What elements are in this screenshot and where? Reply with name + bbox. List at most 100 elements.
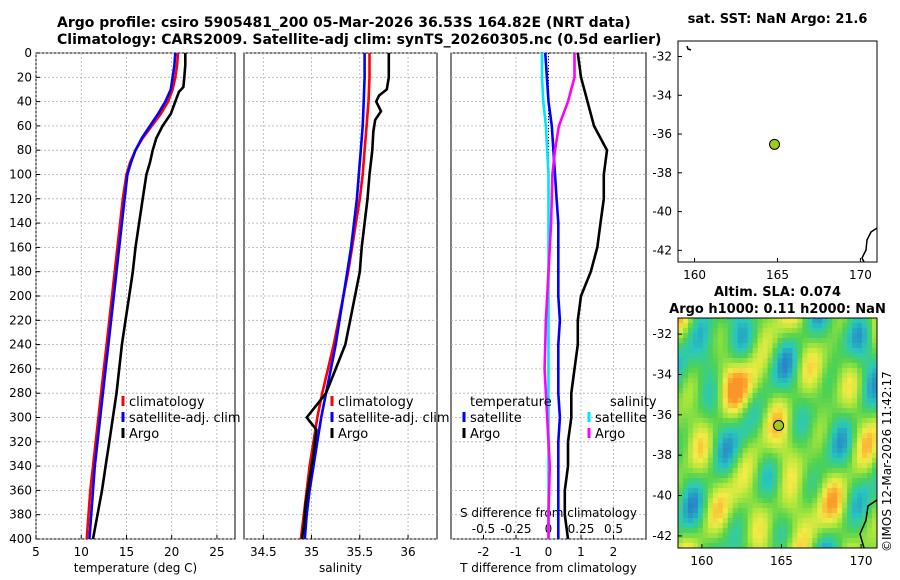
sla-map-cell [752, 318, 759, 324]
sla-map-cell [862, 413, 868, 419]
sla-map-cell [857, 353, 863, 359]
sla-map-cell [702, 443, 709, 449]
sla-map-cell [682, 368, 689, 374]
sla-map-cell [717, 318, 724, 324]
sla-map-cell [702, 348, 709, 354]
sla-map-cell [767, 348, 773, 354]
sla-map-cell [782, 463, 788, 469]
sla-map-cell [737, 363, 744, 369]
sla-map-cell [822, 523, 828, 529]
sla-map-cell [852, 493, 858, 499]
sla-map-cell [847, 428, 853, 434]
sla-map-cell [827, 508, 833, 514]
sla-map-cell [752, 368, 759, 374]
sla-map-cell [727, 448, 734, 454]
sla-map-cell [678, 328, 684, 334]
sla-map-cell [682, 348, 689, 354]
sla-map-cell [732, 428, 739, 434]
sla-map-cell [702, 453, 709, 459]
sla-map-cell [852, 318, 858, 324]
sla-map-cell [817, 423, 823, 429]
salinity-xtick-label: 34.5 [250, 545, 277, 559]
sla-map-cell [837, 408, 843, 414]
sla-map-cell [822, 418, 828, 424]
sst-map-ytick-label: -42 [652, 243, 672, 257]
sla-map-cell [732, 328, 739, 334]
sla-map-frame [677, 317, 878, 549]
sla-map-cell [827, 448, 833, 454]
sla-map-cell [697, 433, 704, 439]
sla-map-cell [832, 468, 838, 474]
sla-map-cell [757, 383, 763, 389]
sla-map-cell [752, 458, 759, 464]
sla-map-cell [837, 493, 843, 499]
sla-map-cell [747, 443, 754, 449]
sla-map-cell [857, 463, 863, 469]
sla-map-cell [842, 478, 848, 484]
sla-map-cell [767, 363, 773, 369]
sla-map-cell [867, 513, 873, 519]
sla-map-cell [782, 408, 788, 414]
sla-map-cell [702, 403, 709, 409]
sla-map-cell [832, 478, 838, 484]
sla-map-cell [817, 418, 823, 424]
sla-map-cell [792, 318, 798, 324]
sla-map-cell [692, 368, 699, 374]
sla-map-cell [707, 518, 714, 524]
sla-map-cell [832, 528, 838, 534]
sla-map-cell [737, 348, 744, 354]
sla-map-cell [732, 533, 739, 539]
sla-map-cell [727, 438, 734, 444]
sla-map-cell [802, 538, 808, 544]
sla-map-cell [862, 333, 868, 339]
sla-map-cell [702, 338, 709, 344]
sla-map-cell [832, 473, 838, 479]
sla-map-cell [862, 463, 868, 469]
sla-map-cell [737, 473, 744, 479]
sla-map-cell [812, 543, 818, 549]
sla-map-cell [742, 453, 749, 459]
difference-top-tick-label: 0.25 [568, 522, 595, 536]
sla-map-cell [852, 423, 858, 429]
sla-map-cell [712, 418, 719, 424]
sla-map-cell [702, 483, 709, 489]
sla-map-cell [757, 393, 763, 399]
sla-map-cell [797, 523, 803, 529]
temperature-ytick-label: 300 [9, 411, 32, 425]
sla-map-cell [757, 473, 763, 479]
sla-map-cell [732, 438, 739, 444]
sla-map-cell [812, 478, 818, 484]
sla-map-cell [857, 333, 863, 339]
sla-map-cell [692, 438, 699, 444]
sla-map-cell [832, 373, 838, 379]
sla-map-cell [757, 338, 763, 344]
sla-map-cell [867, 453, 873, 459]
sla-map-cell [852, 388, 858, 394]
sla-map-cell [857, 378, 863, 384]
sla-map-cell [847, 503, 853, 509]
sla-map-cell [727, 428, 734, 434]
sla-map-cell [827, 488, 833, 494]
sla-map-cell [697, 373, 704, 379]
temperature-ytick-label: 20 [17, 70, 32, 84]
sla-map-cell [842, 448, 848, 454]
sla-map-cell [822, 423, 828, 429]
sla-map-cell [797, 338, 803, 344]
sla-map-cell [867, 368, 873, 374]
sla-map-cell [787, 428, 793, 434]
sla-map-cell [872, 338, 878, 344]
sla-map-cell [742, 388, 749, 394]
sla-map-cell [867, 448, 873, 454]
sla-map-cell [678, 508, 684, 514]
sla-map-cell [872, 428, 878, 434]
sla-map-cell [822, 473, 828, 479]
sla-map-cell [697, 488, 704, 494]
sla-map-cell [747, 478, 754, 484]
sla-map-cell [797, 533, 803, 539]
sla-map-cell [802, 318, 808, 324]
sla-map-cell [687, 533, 694, 539]
sla-map-cell [742, 403, 749, 409]
sla-map-cell [687, 413, 694, 419]
sla-map-cell [747, 368, 754, 374]
sla-map-cell [822, 373, 828, 379]
